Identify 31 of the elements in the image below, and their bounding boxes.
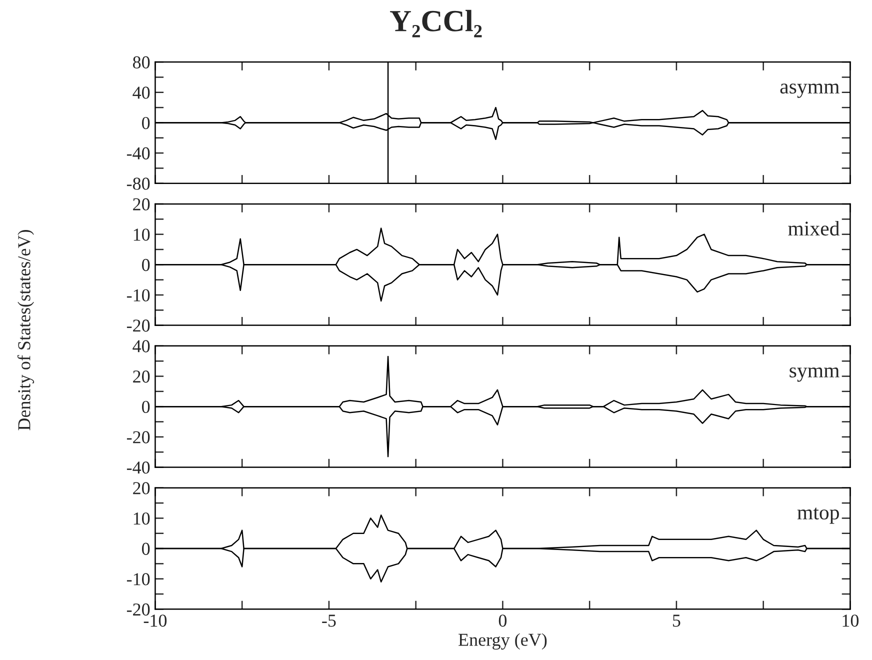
y-tick-label: 40 xyxy=(132,340,150,352)
x-tick-label: 0 xyxy=(498,614,507,627)
y-tick-label: 20 xyxy=(133,370,150,383)
annotation: mixed xyxy=(788,220,840,236)
y-tick-label: -20 xyxy=(126,603,150,616)
y-tick-label: -40 xyxy=(126,461,150,474)
y-tick-label: 20 xyxy=(133,482,150,494)
x-axis-title: Energy (eV) xyxy=(458,633,547,650)
y-tick-label: 40 xyxy=(132,86,150,99)
y-tick-label: 0 xyxy=(142,258,150,272)
y-tick-label: 10 xyxy=(134,512,150,525)
y-tick-label: -10 xyxy=(126,289,150,302)
y-tick-label: -20 xyxy=(126,320,150,332)
x-tick-label: 5 xyxy=(672,614,680,627)
y-tick-label: -40 xyxy=(126,147,150,160)
y-tick-label: 80 xyxy=(132,56,150,68)
y-tick-label: 0 xyxy=(142,116,150,130)
y-tick-label: 0 xyxy=(142,400,150,414)
y-tick-label: -80 xyxy=(126,178,150,190)
x-tick-label: 10 xyxy=(842,614,859,627)
y-tick-label: 20 xyxy=(133,198,150,210)
y-tick-label: -10 xyxy=(126,573,150,586)
annotation: symm xyxy=(790,367,840,382)
x-tick-label: -5 xyxy=(322,614,336,627)
annotation: mtop xyxy=(797,508,839,524)
y-tick-label: -20 xyxy=(126,431,150,444)
annotation: asymm xyxy=(780,84,840,98)
y-tick-label: 10 xyxy=(134,228,150,241)
chart-title: Y₂CCl₂ xyxy=(390,10,482,38)
y-tick-label: 0 xyxy=(142,542,150,555)
y-axis-title: Density of States(states/eV) xyxy=(17,230,34,430)
